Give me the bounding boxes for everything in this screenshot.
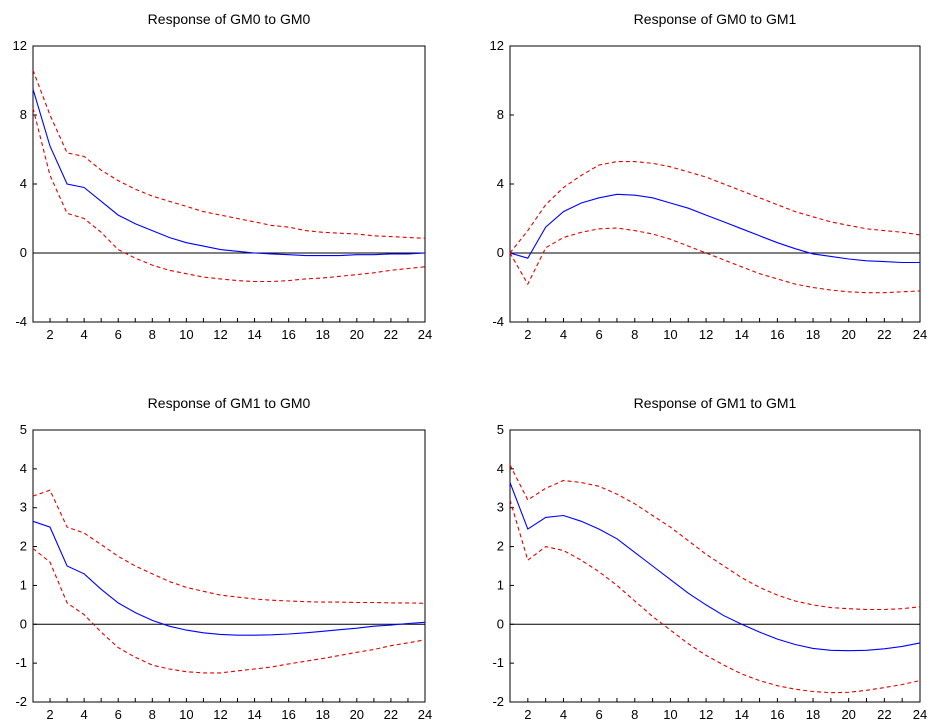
plot-frame	[32, 45, 426, 323]
y-tick-label: 0	[20, 616, 27, 631]
x-tick-label: 4	[81, 327, 88, 342]
x-tick-label: 12	[699, 327, 713, 342]
y-tick-label: -1	[492, 655, 504, 670]
confidence-band-upper	[509, 161, 921, 254]
x-tick-label: 18	[806, 707, 820, 722]
impulse-response-line	[509, 482, 921, 652]
y-tick-label: 4	[20, 176, 27, 191]
x-tick-label: 10	[179, 707, 193, 722]
x-tick-label: 20	[350, 327, 364, 342]
y-tick-label: 4	[497, 461, 504, 476]
x-tick-label: 20	[841, 707, 855, 722]
x-tick-label: 12	[213, 707, 227, 722]
x-tick-label: 4	[560, 707, 567, 722]
panel-title: Response of GM1 to GM0	[148, 395, 311, 411]
y-tick-label: -1	[15, 655, 27, 670]
x-tick-label: 4	[81, 707, 88, 722]
x-tick-label: 20	[350, 707, 364, 722]
y-tick-label: 3	[20, 500, 27, 515]
confidence-band-upper	[32, 70, 426, 239]
x-tick-label: 24	[913, 707, 927, 722]
x-tick-label: 8	[149, 327, 156, 342]
y-tick-label: 0	[20, 245, 27, 260]
x-tick-label: 16	[770, 707, 784, 722]
y-tick-label: 12	[13, 38, 27, 53]
x-tick-label: 18	[316, 327, 330, 342]
x-tick-label: 8	[631, 327, 638, 342]
y-tick-label: 5	[497, 422, 504, 437]
x-tick-label: 22	[384, 707, 398, 722]
x-tick-label: 16	[770, 327, 784, 342]
y-tick-label: -4	[492, 314, 504, 329]
impulse-response-line	[32, 88, 426, 257]
x-tick-label: 18	[806, 327, 820, 342]
y-tick-label: 1	[20, 577, 27, 592]
y-tick-label: 8	[20, 107, 27, 122]
y-tick-label: 3	[497, 500, 504, 515]
x-tick-label: 8	[631, 707, 638, 722]
x-tick-label: 22	[384, 327, 398, 342]
panel-title: Response of GM0 to GM0	[148, 11, 311, 27]
y-tick-label: 4	[497, 176, 504, 191]
y-tick-label: 1	[497, 577, 504, 592]
x-tick-label: 16	[281, 707, 295, 722]
x-tick-label: 14	[247, 327, 261, 342]
x-tick-label: 8	[149, 707, 156, 722]
confidence-band-lower	[32, 107, 426, 283]
x-tick-label: 24	[418, 327, 432, 342]
x-tick-label: 6	[596, 327, 603, 342]
x-tick-label: 10	[663, 707, 677, 722]
confidence-band-upper	[32, 489, 426, 604]
y-tick-label: -4	[15, 314, 27, 329]
x-tick-label: 12	[213, 327, 227, 342]
y-tick-label: 5	[20, 422, 27, 437]
y-tick-label: 12	[490, 38, 504, 53]
x-tick-label: 6	[115, 707, 122, 722]
x-tick-label: 12	[699, 707, 713, 722]
plot-frame	[32, 429, 426, 703]
x-tick-label: 6	[596, 707, 603, 722]
panel-title: Response of GM0 to GM1	[634, 11, 797, 27]
x-tick-label: 16	[281, 327, 295, 342]
x-tick-label: 10	[179, 327, 193, 342]
confidence-band-lower	[509, 227, 921, 294]
y-tick-label: 2	[20, 539, 27, 554]
plot-frame	[509, 429, 921, 703]
x-tick-label: 10	[663, 327, 677, 342]
y-tick-label: -2	[15, 694, 27, 709]
x-tick-label: 2	[524, 707, 531, 722]
x-tick-label: 24	[418, 707, 432, 722]
x-tick-label: 4	[560, 327, 567, 342]
confidence-band-lower	[32, 548, 426, 674]
impulse-response-line	[509, 193, 920, 264]
x-tick-label: 20	[841, 327, 855, 342]
y-tick-label: 2	[497, 539, 504, 554]
y-tick-label: 8	[497, 107, 504, 122]
y-tick-label: 4	[20, 461, 27, 476]
panel-title: Response of GM1 to GM1	[634, 395, 797, 411]
x-tick-label: 14	[735, 707, 749, 722]
x-tick-label: 24	[913, 327, 927, 342]
confidence-band-upper	[509, 464, 921, 611]
confidence-band-lower	[509, 499, 921, 694]
y-tick-label: 0	[497, 616, 504, 631]
y-tick-label: 0	[497, 245, 504, 260]
x-tick-label: 6	[115, 327, 122, 342]
x-tick-label: 2	[46, 327, 53, 342]
x-tick-label: 2	[46, 707, 53, 722]
x-tick-label: 18	[316, 707, 330, 722]
y-tick-label: -2	[492, 694, 504, 709]
x-tick-label: 22	[877, 327, 891, 342]
x-tick-label: 14	[735, 327, 749, 342]
x-tick-label: 14	[247, 707, 261, 722]
x-tick-label: 2	[524, 327, 531, 342]
x-tick-label: 22	[877, 707, 891, 722]
impulse-response-line	[32, 520, 426, 636]
plot-frame	[509, 45, 921, 323]
